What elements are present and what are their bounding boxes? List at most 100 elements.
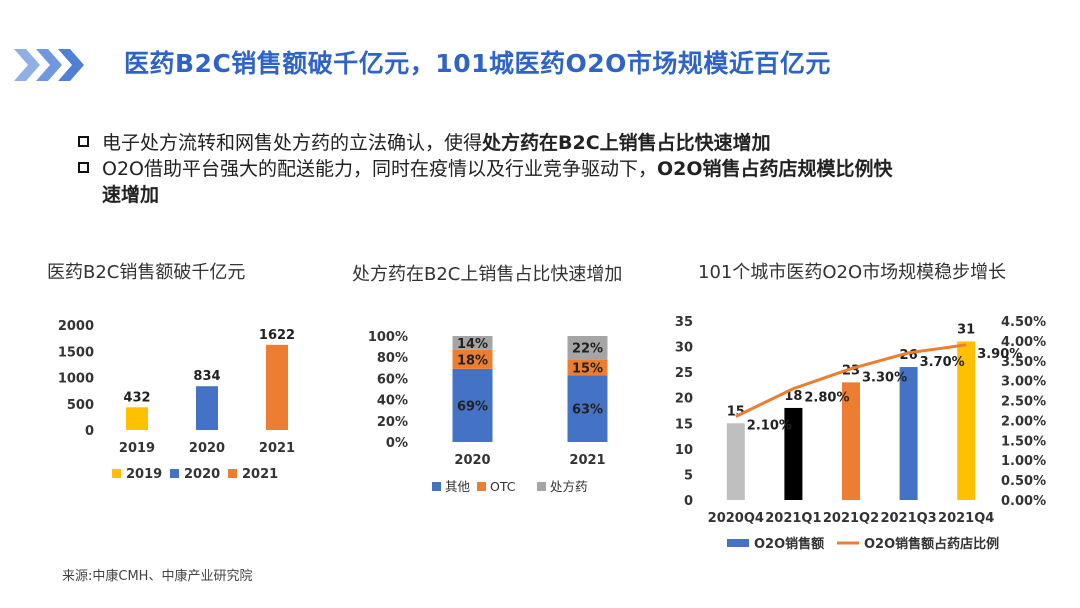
x-tick-label: 2019: [119, 441, 155, 456]
legend-swatch: [170, 469, 179, 478]
stacked-bar-segment: [567, 375, 608, 442]
data-label: 22%: [572, 342, 603, 357]
y-tick-label: 2000: [58, 319, 94, 334]
data-label: 18: [784, 389, 802, 404]
data-label: 834: [193, 369, 220, 384]
legend-swatch: [432, 482, 441, 491]
y-tick-label: 1500: [58, 345, 94, 360]
x-tick-label: 2021Q1: [765, 511, 821, 526]
data-label: 15%: [572, 361, 603, 376]
bullet-1-text: 电子处方流转和网售处方药的立法确认，使得: [102, 132, 483, 154]
y-tick-label: 100%: [368, 330, 408, 345]
x-tick-label: 2020: [454, 453, 490, 468]
chart-3-title: 101个城市医药O2O市场规模稳步增长: [698, 262, 1007, 283]
chart-b2c-sales: 0 500 1000 1500 2000 432 2019 834 2020 1622 2021 20…: [58, 319, 295, 482]
y-tick-label: 0%: [386, 436, 408, 451]
data-label: 69%: [457, 399, 488, 414]
data-label: 14%: [457, 337, 488, 352]
y-right-tick-label: 0.50%: [1001, 474, 1046, 489]
line-data-label: 3.70%: [920, 355, 965, 370]
data-label: 63%: [572, 403, 603, 418]
x-tick-label: 2020Q4: [708, 511, 764, 526]
legend-label: O2O销售额占药店比例: [864, 536, 999, 552]
chart-1-title: 医药B2C销售额破千亿元: [47, 262, 246, 283]
bullet-item-1: 电子处方流转和网售处方药的立法确认，使得处方药在B2C上销售占比快速增加: [78, 130, 1038, 156]
legend-swatch: [112, 469, 121, 478]
legend-swatch: [477, 482, 486, 491]
data-label: 1622: [259, 328, 295, 343]
line-series: [735, 343, 967, 418]
header-chevrons-icon: [14, 49, 84, 81]
legend-label: 2020: [184, 467, 220, 482]
legend-label: O2O销售额: [754, 536, 824, 552]
y-right-tick-label: 2.00%: [1001, 414, 1046, 429]
x-tick-label: 2021Q4: [938, 511, 994, 526]
checkbox-square-icon: [78, 136, 89, 147]
y-right-tick-label: 1.00%: [1001, 454, 1046, 469]
x-tick-label: 2021Q3: [880, 511, 936, 526]
bullet-item-2: O2O借助平台强大的配送能力，同时在疫情以及行业竞争驱动下，O2O销售占药店规模…: [78, 156, 1038, 208]
data-label: 432: [123, 390, 150, 405]
y-left-tick-label: 35: [675, 315, 693, 330]
y-tick-label: 80%: [377, 351, 408, 366]
y-right-tick-label: 4.00%: [1001, 335, 1046, 350]
x-tick-label: 2020: [189, 441, 225, 456]
bar: [842, 382, 860, 500]
bar: [126, 407, 148, 430]
bullet-2-emphasis-cont: 速增加: [102, 184, 160, 206]
y-right-tick-label: 3.50%: [1001, 355, 1046, 370]
legend-label: OTC: [490, 479, 516, 494]
bullet-1-emphasis: 处方药在B2C上销售占比快速增加: [482, 132, 771, 154]
x-tick-label: 2021Q2: [823, 511, 879, 526]
y-left-tick-label: 25: [675, 366, 693, 381]
legend-label: 其他: [445, 479, 471, 494]
y-left-tick-label: 10: [675, 443, 693, 458]
y-tick-label: 1000: [58, 372, 94, 387]
y-left-tick-label: 20: [675, 392, 693, 407]
x-tick-label: 2021: [259, 441, 295, 456]
stacked-bar-segment: [452, 349, 493, 369]
y-tick-label: 0: [85, 424, 94, 439]
y-right-tick-label: 0.00%: [1001, 494, 1046, 509]
legend-swatch: [727, 539, 749, 547]
bar: [726, 423, 745, 500]
chart-o2o-market: 0 5 10 15 20 25 30 35 0.00% 0.50% 1.00% 1.50% 2.00% 2…: [675, 315, 1046, 552]
bar: [957, 341, 976, 500]
bullet-2-emphasis: O2O销售占药店规模比例快: [657, 158, 893, 180]
bar: [784, 407, 803, 500]
checkbox-square-icon: [78, 162, 89, 173]
y-right-tick-label: 3.00%: [1001, 375, 1046, 390]
chart-2-title: 处方药在B2C上销售占比快速增加: [352, 264, 623, 285]
stacked-bar-segment: [567, 359, 608, 376]
line-data-label: 3.30%: [862, 371, 907, 386]
y-right-tick-label: 1.50%: [1001, 434, 1046, 449]
stacked-bar-segment: [452, 336, 493, 350]
data-label: 18%: [457, 353, 488, 368]
y-left-tick-label: 0: [684, 494, 693, 509]
page-title: 医药B2C销售额破千亿元，101城医药O2O市场规模近百亿元: [124, 49, 831, 78]
bullet-2-text: O2O借助平台强大的配送能力，同时在疫情以及行业竞争驱动下，: [102, 158, 658, 180]
y-right-tick-label: 4.50%: [1001, 315, 1046, 330]
bullet-list: 电子处方流转和网售处方药的立法确认，使得处方药在B2C上销售占比快速增加 O2O…: [78, 130, 1038, 208]
legend-swatch: [228, 469, 237, 478]
stacked-bar-segment: [452, 368, 493, 442]
y-tick-label: 20%: [377, 415, 408, 430]
line-data-label: 2.10%: [747, 418, 792, 433]
y-left-tick-label: 5: [684, 468, 693, 483]
source-note: 来源:中康CMH、中康产业研究院: [62, 569, 253, 584]
data-label: 31: [957, 322, 975, 337]
y-right-tick-label: 2.50%: [1001, 395, 1046, 410]
y-tick-label: 40%: [377, 394, 408, 409]
y-left-tick-label: 30: [675, 341, 693, 356]
bar: [196, 386, 218, 430]
line-data-label: 2.80%: [804, 391, 849, 406]
stacked-bar-segment: [567, 336, 608, 360]
legend-swatch: [537, 482, 546, 491]
bar: [266, 344, 288, 430]
y-tick-label: 60%: [377, 372, 408, 387]
x-tick-label: 2021: [569, 453, 605, 468]
y-left-tick-label: 15: [675, 417, 693, 432]
line-data-label: 3.90%: [977, 347, 1022, 362]
bar: [899, 367, 918, 500]
y-tick-label: 500: [67, 398, 94, 413]
